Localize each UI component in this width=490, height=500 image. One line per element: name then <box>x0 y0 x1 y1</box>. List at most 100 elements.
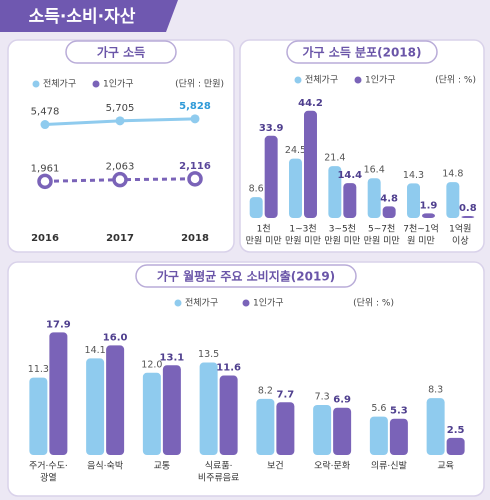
value-label: 13.5 <box>198 349 219 360</box>
legend-swatch <box>92 80 100 88</box>
value-label: 2.5 <box>447 425 465 436</box>
value-label: 2,116 <box>179 161 211 172</box>
legend-label: 전체가구 <box>43 79 76 90</box>
bar <box>29 377 48 455</box>
x-tick-label: 원 미만 <box>407 236 435 247</box>
bar <box>422 213 435 218</box>
title-pill <box>135 264 357 288</box>
bar <box>219 375 238 455</box>
chart-title: 가구 월평균 주요 소비지출(2019) <box>157 269 335 284</box>
value-label: 13.1 <box>160 352 185 363</box>
value-label: 1.9 <box>420 200 438 211</box>
bar <box>249 197 263 218</box>
legend-label: 1인가구 <box>103 79 134 90</box>
value-label: 14.4 <box>337 170 362 181</box>
bar <box>276 402 295 455</box>
panel <box>7 39 235 253</box>
bar <box>333 407 352 455</box>
bar <box>328 166 342 218</box>
value-label: 11.3 <box>28 364 49 375</box>
bar <box>289 158 302 218</box>
x-tick-label: 만원 미만 <box>246 236 282 247</box>
title-pill <box>65 40 177 64</box>
point <box>115 116 125 126</box>
x-tick-label: 비주류음료 <box>198 473 239 484</box>
value-label: 24.5 <box>285 145 306 156</box>
legend-swatch <box>242 299 250 307</box>
x-tick-label: 교통 <box>154 461 171 472</box>
legend-label: 전체가구 <box>305 75 338 86</box>
title-pill <box>286 40 438 64</box>
unit-label: (단위 : %) <box>435 75 476 86</box>
value-label: 14.8 <box>442 169 463 180</box>
x-tick-label: 1천 <box>257 224 271 235</box>
bar <box>407 183 420 218</box>
header-title: 소득·소비·자산 <box>29 7 136 27</box>
x-tick-label: 오락·문화 <box>314 460 350 472</box>
bar <box>264 135 278 218</box>
legend-swatch <box>354 76 362 84</box>
value-label: 33.9 <box>259 123 284 134</box>
bar <box>106 345 125 455</box>
panel <box>7 261 485 497</box>
legend-label: 전체가구 <box>185 298 218 309</box>
value-label: 5,478 <box>31 107 60 118</box>
bar <box>382 206 396 218</box>
bar <box>389 418 408 455</box>
value-label: 7.3 <box>315 391 330 402</box>
legend-label: 1인가구 <box>253 298 284 309</box>
x-tick-label: 만원 미만 <box>324 236 360 247</box>
x-tick-label: 2016 <box>31 233 59 244</box>
unit-label: (단위 : %) <box>353 298 394 309</box>
bar <box>313 404 332 455</box>
value-label: 21.4 <box>324 153 345 164</box>
legend-swatch <box>294 76 302 84</box>
value-label: 5,705 <box>106 103 135 114</box>
x-tick-label: 주거·수도· <box>29 461 68 472</box>
x-tick-label: 보건 <box>267 461 284 472</box>
x-tick-label: 이상 <box>452 236 469 247</box>
value-label: 6.9 <box>333 395 351 406</box>
unit-label: (단위 : 만원) <box>175 79 224 90</box>
point <box>112 171 128 188</box>
point <box>187 171 203 187</box>
bar <box>426 398 445 455</box>
x-tick-label: 5~7천 <box>368 224 395 235</box>
value-label: 14.1 <box>85 345 106 356</box>
bar <box>304 110 317 218</box>
value-label: 5.3 <box>390 406 408 417</box>
x-tick-label: 만원 미만 <box>364 236 400 247</box>
x-tick-label: 광열 <box>40 472 57 484</box>
value-label: 11.6 <box>216 363 241 374</box>
x-tick-label: 3~5천 <box>329 224 356 235</box>
value-label: 14.3 <box>403 170 424 181</box>
bar <box>461 216 475 218</box>
value-label: 1,961 <box>31 163 60 174</box>
x-tick-label: 의류·신발 <box>371 461 407 472</box>
bar <box>256 398 275 455</box>
bar <box>199 362 218 455</box>
chart-title: 가구 소득 분포(2018) <box>303 45 422 60</box>
bar <box>49 332 68 455</box>
value-label: 7.7 <box>277 389 295 400</box>
legend-swatch <box>32 80 40 88</box>
value-label: 16.4 <box>364 165 385 176</box>
x-tick-label: 2018 <box>181 233 209 244</box>
value-label: 17.9 <box>46 319 71 330</box>
chart-title: 가구 소득 <box>97 45 145 60</box>
value-label: 0.8 <box>459 203 477 214</box>
value-label: 5.6 <box>371 403 386 414</box>
bar <box>367 178 381 218</box>
bar <box>86 358 105 455</box>
value-label: 5,828 <box>179 101 211 112</box>
x-tick-label: 식료품· <box>205 461 233 472</box>
bar <box>446 182 460 218</box>
legend-label: 1인가구 <box>365 75 396 86</box>
x-tick-label: 1억원 <box>449 223 471 235</box>
value-label: 8.2 <box>258 385 273 396</box>
bar <box>162 365 181 455</box>
x-tick-label: 2017 <box>106 233 134 244</box>
x-tick-label: 1~3천 <box>289 224 316 235</box>
